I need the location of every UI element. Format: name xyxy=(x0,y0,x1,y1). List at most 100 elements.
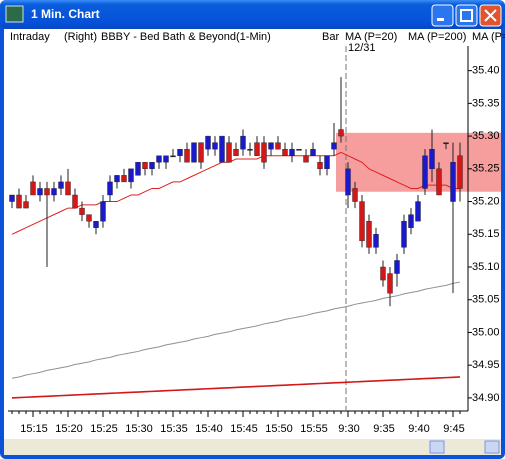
scrollbar[interactable] xyxy=(4,439,501,455)
candle-body xyxy=(198,142,204,163)
title-bar xyxy=(0,0,505,29)
candle-body xyxy=(226,142,232,163)
maximize-button[interactable] xyxy=(455,4,478,27)
candle-body xyxy=(261,142,267,163)
y-tick-label: 35.25 xyxy=(472,163,500,175)
y-tick-label: 35.30 xyxy=(472,130,500,142)
candle-body xyxy=(457,155,463,189)
candle-body xyxy=(338,129,344,137)
highlight-zone xyxy=(336,132,501,192)
candle-body xyxy=(422,155,428,189)
candle-body xyxy=(86,214,92,222)
x-tick-label: 9:40 xyxy=(408,423,429,435)
header-text: Bar xyxy=(322,31,339,43)
candle-body xyxy=(429,148,435,170)
y-tick-label: 35.40 xyxy=(472,65,500,77)
x-tick-label: 15:55 xyxy=(300,423,328,435)
y-tick-label: 35.20 xyxy=(472,195,500,207)
x-tick-label: 15:45 xyxy=(230,423,258,435)
candle-body xyxy=(366,220,372,248)
candle-body xyxy=(191,142,197,163)
header-text: BBBY - Bed Bath & Beyond xyxy=(101,31,236,43)
candle-body xyxy=(37,188,43,196)
x-tick-label: 15:15 xyxy=(20,423,48,435)
candle-body xyxy=(212,142,218,150)
candle-body xyxy=(205,135,211,150)
y-tick-label: 35.35 xyxy=(472,97,500,109)
candle-body xyxy=(296,148,302,151)
candle-body xyxy=(219,135,225,163)
candle-body xyxy=(128,168,134,183)
moving-average-line xyxy=(11,151,460,235)
candle-body xyxy=(359,201,365,242)
candle-body xyxy=(310,148,316,156)
y-tick-label: 34.95 xyxy=(472,359,500,371)
candle-body xyxy=(233,148,239,156)
candle-body xyxy=(387,273,393,294)
x-tick-label: 15:35 xyxy=(160,423,188,435)
candle-body xyxy=(324,155,330,170)
x-tick-label: 9:35 xyxy=(373,423,394,435)
candle-body xyxy=(79,207,85,215)
minimize-button[interactable] xyxy=(431,4,454,27)
candle-body xyxy=(282,148,288,156)
candle-body xyxy=(51,188,57,196)
candle-body xyxy=(149,162,155,170)
y-tick-label: 35.00 xyxy=(472,326,500,338)
candle-body xyxy=(254,142,260,156)
candle-body xyxy=(65,181,71,196)
window-title: 1 Min. Chart xyxy=(31,7,100,21)
candle-body xyxy=(142,162,148,170)
candle-body xyxy=(16,194,22,209)
candle-body xyxy=(317,162,323,170)
window-icon xyxy=(5,5,24,23)
candle-body xyxy=(100,201,106,222)
candle-body xyxy=(58,181,64,189)
candle-body xyxy=(331,142,337,150)
scroll-button[interactable] xyxy=(484,440,500,454)
candle-body xyxy=(44,188,50,196)
plot: Intraday (Right) BBBY - Bed Bath & Beyond(… xyxy=(8,31,505,435)
candle-body xyxy=(380,266,386,281)
moving-average-line xyxy=(11,376,461,399)
candle-body xyxy=(107,181,113,196)
candle-body xyxy=(450,162,456,202)
legend-entry: MA (P=20) xyxy=(345,31,397,43)
candle-body xyxy=(156,155,162,163)
candle-body xyxy=(247,148,253,151)
candle-body xyxy=(30,181,36,196)
candle-body xyxy=(184,148,190,163)
candle-body xyxy=(268,142,274,150)
candle-body xyxy=(93,220,99,228)
close-button[interactable] xyxy=(479,4,502,27)
candle-body xyxy=(9,194,15,202)
candle-body xyxy=(408,214,414,228)
candle-body xyxy=(23,201,29,209)
x-tick-label: 15:25 xyxy=(90,423,118,435)
candle-body xyxy=(163,155,169,163)
x-tick-label: 9:30 xyxy=(338,423,359,435)
candle-body xyxy=(394,260,400,274)
candle-body xyxy=(72,194,78,209)
candle-body xyxy=(303,155,309,163)
legend-entry: MA (P= xyxy=(472,31,505,43)
date-label: 12/31 xyxy=(348,42,376,54)
y-tick-label: 35.05 xyxy=(472,294,500,306)
header-text: Intraday xyxy=(10,31,50,43)
candle-body xyxy=(135,162,141,176)
chart-background xyxy=(4,29,501,439)
candle-body xyxy=(177,148,183,156)
moving-average-line xyxy=(11,281,461,379)
candle-body xyxy=(352,188,358,202)
x-tick-label: 15:30 xyxy=(125,423,153,435)
candle-body xyxy=(114,175,120,183)
candle-body xyxy=(373,234,379,248)
scroll-button[interactable] xyxy=(429,440,445,454)
x-tick-label: 15:50 xyxy=(265,423,293,435)
x-tick-label: 15:20 xyxy=(55,423,83,435)
header-text: (Right) xyxy=(64,31,97,43)
candle-body xyxy=(240,135,246,150)
header-text: (1-Min) xyxy=(236,31,271,43)
candle-body xyxy=(443,142,449,145)
